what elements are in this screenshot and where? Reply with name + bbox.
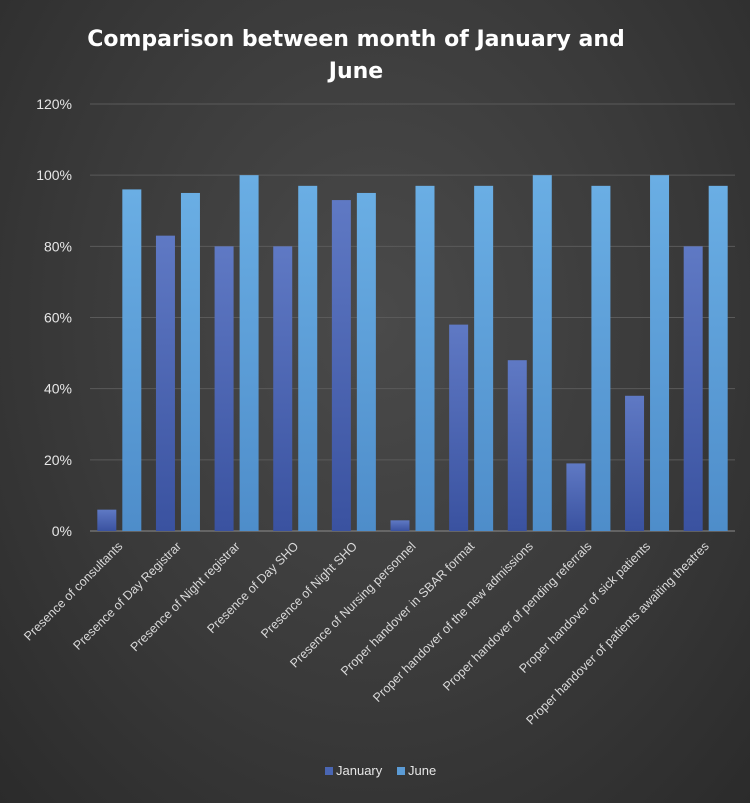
bar-june — [415, 185, 435, 531]
y-tick-label: 0% — [52, 523, 72, 539]
legend: January June — [325, 763, 436, 778]
bars — [97, 175, 728, 532]
bar-june — [122, 189, 142, 531]
chart-title-line-2: June — [327, 59, 383, 84]
bar-june — [356, 192, 376, 532]
bar-january — [625, 395, 645, 531]
bar-january — [449, 324, 469, 531]
bar-january — [683, 246, 703, 532]
bar-january — [155, 235, 175, 532]
y-tick-label: 100% — [36, 167, 72, 183]
y-axis: 0% 20% 40% 60% 80% 100% 120% — [36, 96, 72, 539]
bar-january — [390, 520, 410, 531]
bar-june — [708, 185, 728, 531]
bar-january — [566, 463, 586, 531]
legend-label-january: January — [336, 763, 383, 778]
bar-june — [298, 185, 318, 531]
x-category-label: Presence of Nursing personnel — [287, 539, 418, 670]
x-category-label: Presence of consultants — [21, 539, 125, 643]
bar-january — [507, 360, 527, 531]
bar-january — [97, 509, 117, 531]
y-tick-label: 60% — [44, 310, 72, 326]
x-category-label: Presence of Day Registrar — [71, 539, 185, 653]
x-category-label: Presence of Night SHO — [258, 539, 360, 641]
legend-label-june: June — [408, 763, 436, 778]
bar-june — [650, 175, 670, 531]
legend-swatch-january — [325, 767, 333, 775]
y-tick-label: 120% — [36, 96, 72, 112]
x-category-label: Presence of Night registrar — [128, 539, 243, 654]
chart-title-line-1: Comparison between month of January and — [87, 27, 625, 52]
bar-january — [273, 246, 293, 532]
bar-june — [532, 175, 552, 531]
legend-swatch-june — [397, 767, 405, 775]
bar-june — [180, 192, 200, 532]
y-tick-label: 20% — [44, 452, 72, 468]
y-tick-label: 80% — [44, 238, 72, 254]
chart-title: Comparison between month of January and … — [87, 27, 625, 84]
y-tick-label: 40% — [44, 381, 72, 397]
bar-june — [239, 175, 259, 531]
bar-june — [591, 185, 611, 531]
bar-june — [474, 185, 494, 531]
bar-january — [331, 200, 351, 531]
bar-january — [214, 246, 234, 532]
